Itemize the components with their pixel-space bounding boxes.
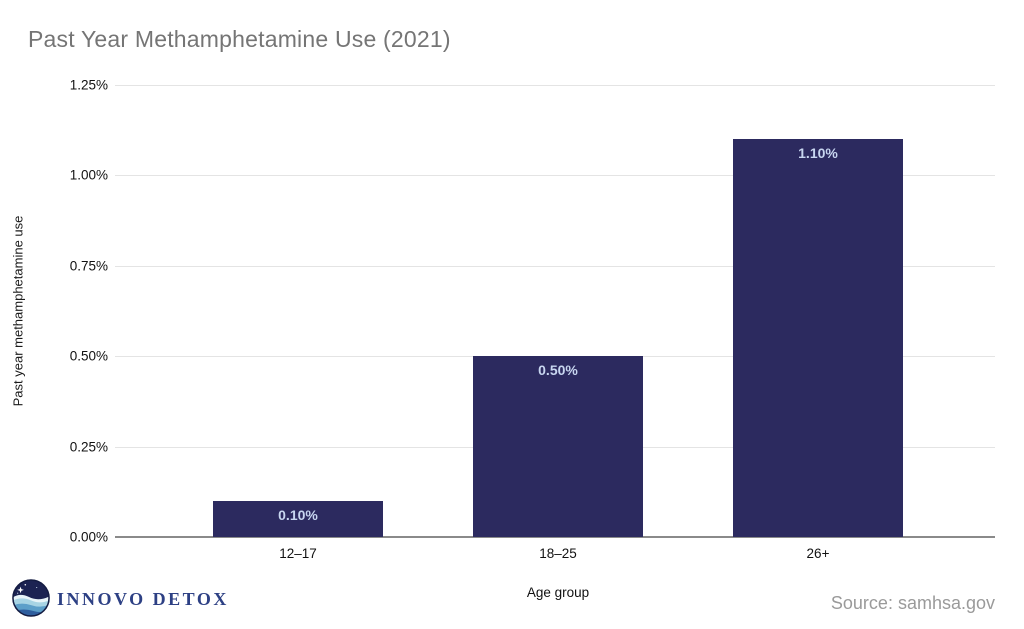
bar-value-label: 1.10% <box>798 145 838 162</box>
chart-title: Past Year Methamphetamine Use (2021) <box>28 26 451 52</box>
gridline <box>115 85 995 86</box>
bar-26-[interactable]: 1.10% <box>733 139 903 537</box>
bar-slot: 0.50% 18–25 <box>428 85 688 561</box>
x-axis-title: Age group <box>526 585 590 600</box>
y-axis-tick-labels: 0.00% 0.25% 0.50% 0.75% 1.00% 1.25% <box>0 78 108 545</box>
bars-container: 0.10% 12–17 0.50% 18–25 1.10% 26+ <box>168 85 948 561</box>
x-tick-label: 12–17 <box>279 546 317 561</box>
y-tick-label: 1.00% <box>69 167 108 183</box>
bar-slot: 0.10% 12–17 <box>168 85 428 561</box>
brand-name: INNOVO DETOX <box>57 588 229 609</box>
x-tick-label: 26+ <box>806 546 830 561</box>
gridline <box>115 175 995 177</box>
y-tick-label: 0.75% <box>69 258 108 274</box>
y-tick-label: 0.50% <box>69 348 108 364</box>
plot-area: 0.10% 12–17 0.50% 18–25 1.10% 26+ <box>115 85 995 561</box>
bar-value-label: 0.50% <box>538 362 578 379</box>
x-tick-label: 18–25 <box>539 546 577 561</box>
globe-wave-star-icon <box>12 579 50 617</box>
bar-value-label: 0.10% <box>278 506 318 523</box>
bar-slot: 1.10% 26+ <box>688 85 948 561</box>
gridline <box>115 265 995 267</box>
x-axis-line <box>115 536 995 538</box>
y-tick-label: 0.00% <box>69 529 108 545</box>
source-attribution: Source: samhsa.gov <box>830 593 995 613</box>
y-tick-label: 0.25% <box>69 439 108 455</box>
y-tick-label: 1.25% <box>69 77 108 93</box>
bar-18-25[interactable]: 0.50% <box>473 356 643 537</box>
brand-logo: INNOVO DETOX <box>12 579 229 617</box>
bar-12-17[interactable]: 0.10% <box>213 500 383 537</box>
